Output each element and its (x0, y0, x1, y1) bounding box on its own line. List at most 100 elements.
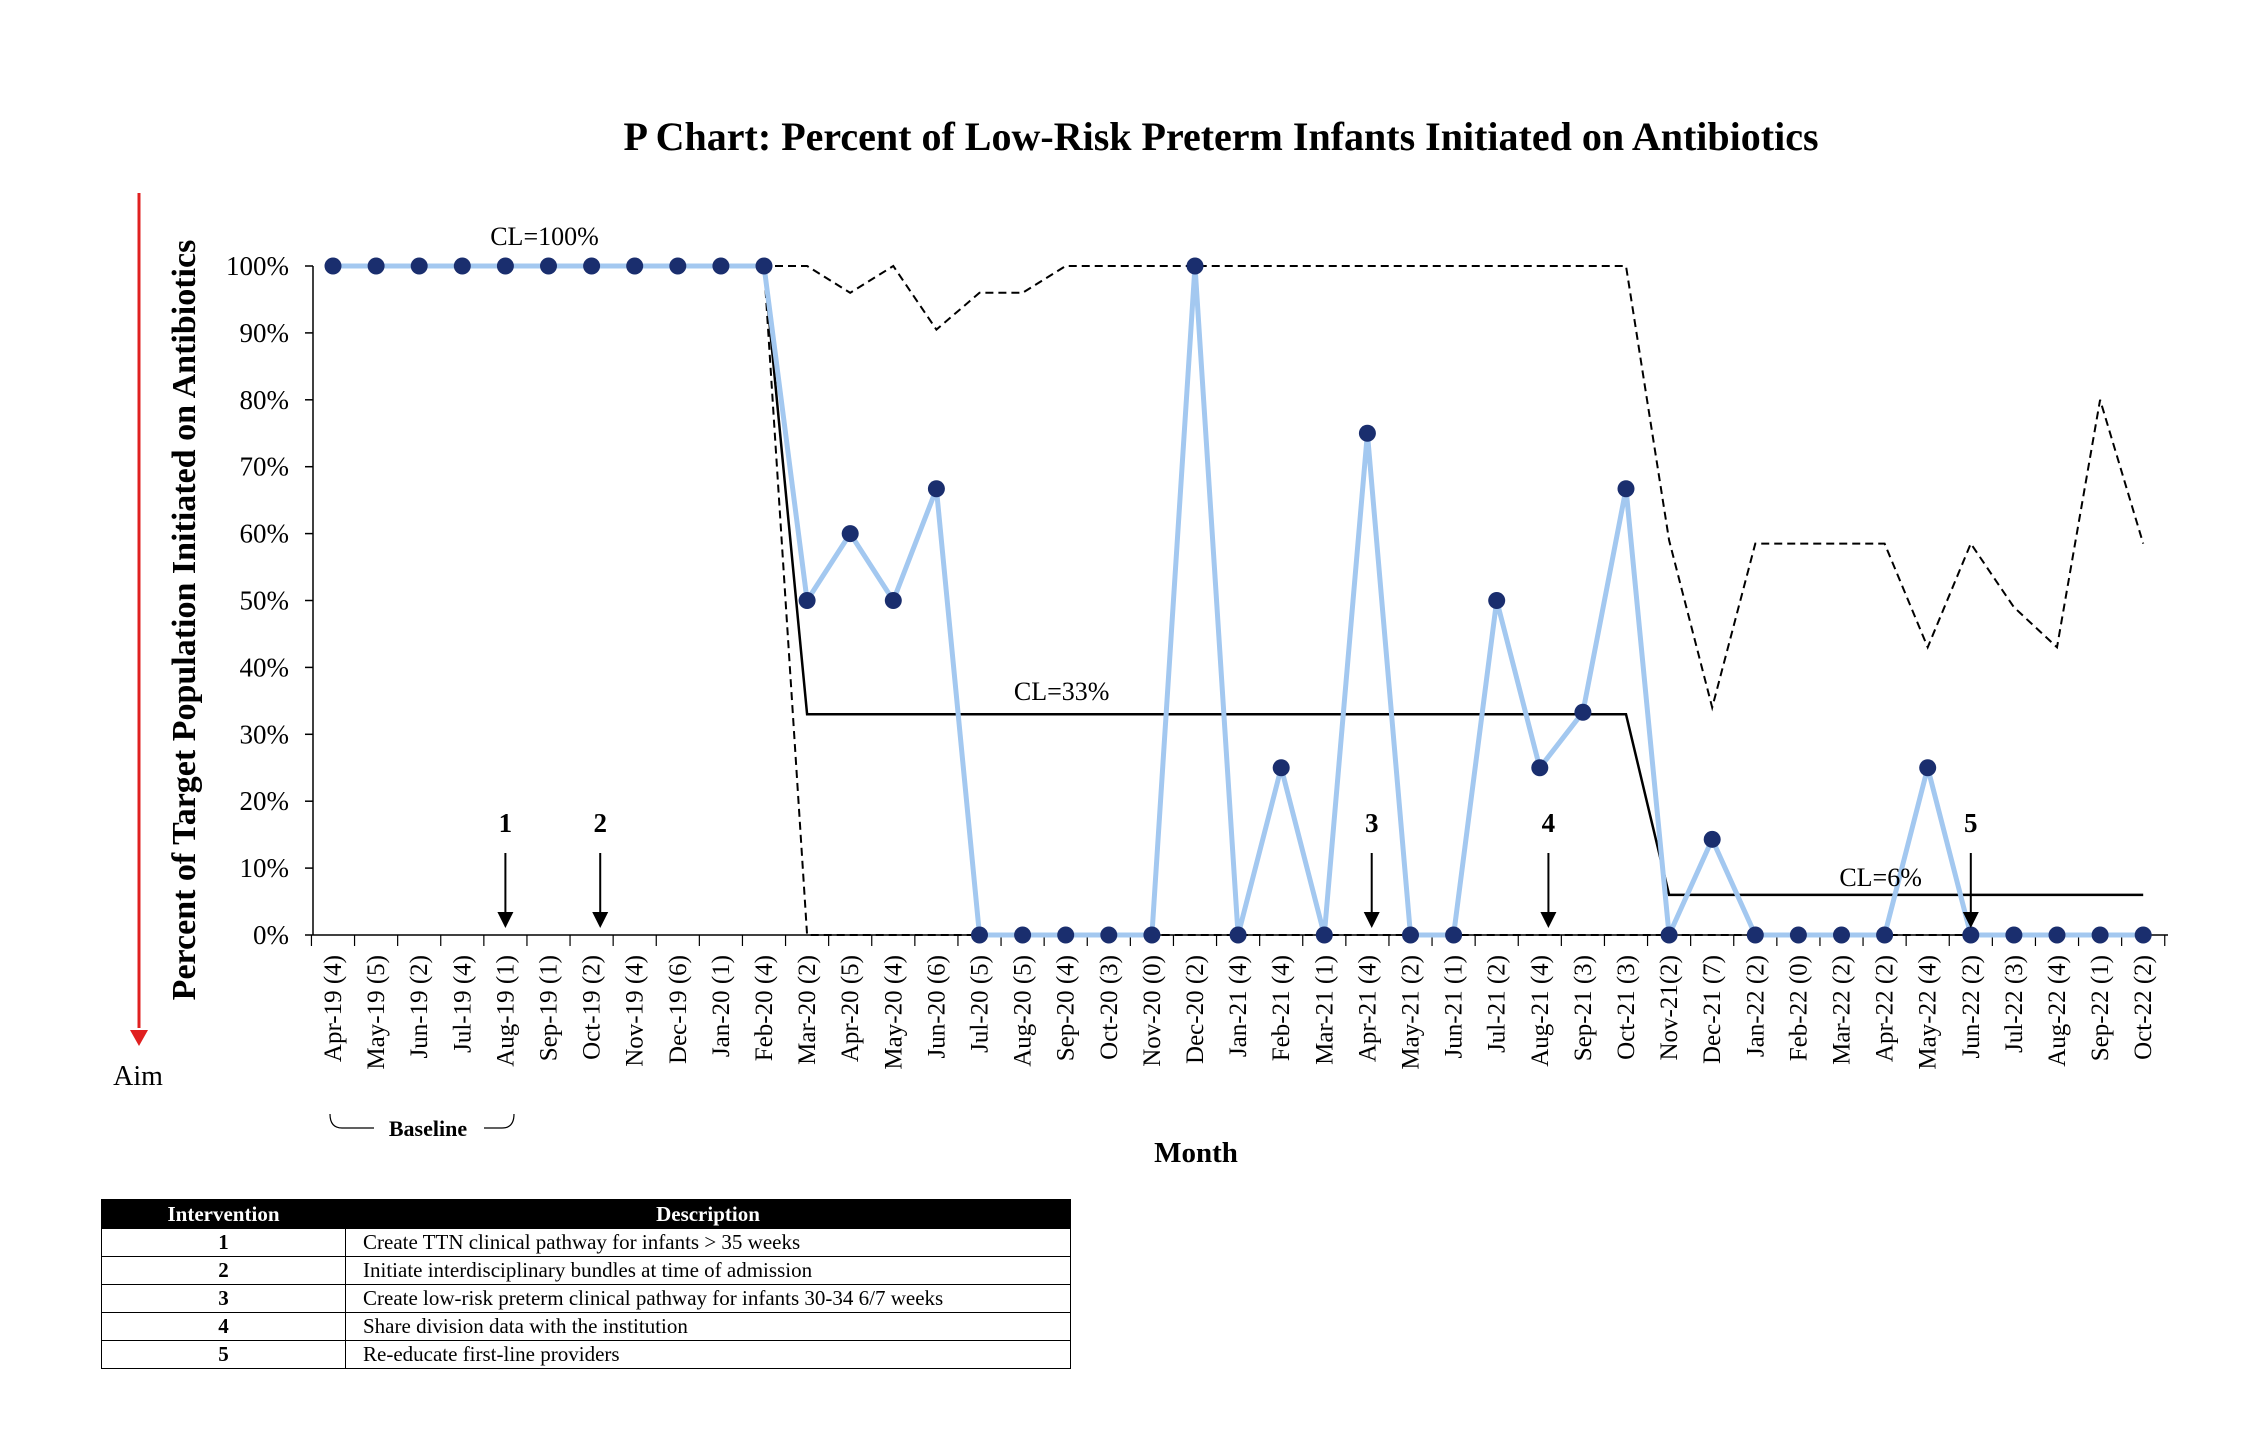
x-tick-label: Feb-20 (4) (751, 955, 778, 1061)
x-tick-label: Oct-20 (3) (1096, 955, 1123, 1060)
data-point (410, 257, 428, 275)
intervention-marker-label: 3 (1365, 808, 1379, 838)
y-tick-label: 60% (240, 519, 290, 549)
data-point (669, 257, 687, 275)
data-point (1186, 257, 1204, 275)
data-point (841, 525, 859, 543)
aim-label: Aim (113, 1061, 163, 1092)
intervention-marker-label: 5 (1964, 808, 1978, 838)
x-tick-label: Jun-22 (2) (1958, 955, 1985, 1058)
data-point (1876, 926, 1894, 944)
annotations: CL=100% CL=33% CL=6% 1 2 3 4 5 (490, 222, 1979, 928)
data-point (1531, 759, 1549, 777)
data-point (971, 926, 988, 944)
y-tick-label: 70% (240, 452, 290, 482)
y-tick-label: 20% (240, 786, 290, 816)
y-tick-label: 90% (240, 318, 290, 348)
data-point (1272, 759, 1290, 777)
intervention-arrow-head (497, 912, 514, 928)
data-point (1833, 926, 1850, 944)
center-line-label: CL=100% (490, 222, 599, 251)
data-point (453, 257, 471, 275)
y-tick-label: 10% (240, 853, 290, 883)
data-point (496, 257, 514, 275)
x-tick-label: Jul-22 (3) (2001, 955, 2028, 1053)
intervention-description: Create low-risk preterm clinical pathway… (345, 1284, 1071, 1313)
data-point (1014, 926, 1032, 944)
aim-arrow-head (130, 1030, 148, 1046)
x-tick-label: Aug-19 (1) (492, 955, 519, 1067)
data-point (1919, 759, 1937, 777)
baseline-bracket-left (329, 1113, 374, 1129)
table-row: 1 Create TTN clinical pathway for infant… (101, 1228, 1071, 1257)
center-line-label: CL=33% (1014, 677, 1110, 706)
header-intervention: Intervention (101, 1199, 346, 1229)
data-point (1488, 592, 1506, 609)
y-tick-label: 30% (240, 719, 290, 749)
data-series (324, 257, 2152, 944)
intervention-number: 5 (101, 1340, 346, 1369)
y-tick-label: 100% (226, 251, 289, 281)
data-point (712, 257, 730, 275)
data-point (1660, 926, 1678, 944)
x-tick-label: Aug-21 (4) (1527, 955, 1554, 1067)
data-point (1315, 926, 1333, 944)
intervention-description: Create TTN clinical pathway for infants … (345, 1228, 1071, 1257)
data-point (798, 592, 816, 609)
data-point (1143, 926, 1161, 944)
x-tick-label: May-19 (5) (363, 955, 390, 1070)
x-tick-label: Oct-22 (2) (2130, 955, 2157, 1060)
data-point (2048, 926, 2066, 944)
intervention-number: 1 (101, 1228, 346, 1257)
intervention-marker-label: 1 (499, 808, 513, 838)
y-tick-label: 80% (240, 385, 290, 415)
chart-title: P Chart: Percent of Low-Risk Preterm Inf… (623, 114, 1818, 159)
table-row: 4 Share division data with the instituti… (101, 1312, 1071, 1341)
data-point (2091, 926, 2109, 944)
x-tick-label: Mar-20 (2) (794, 955, 821, 1065)
x-tick-label: Apr-21 (4) (1354, 955, 1381, 1062)
data-point (1789, 926, 1807, 944)
x-tick-label: Jan-21 (4) (1225, 955, 1252, 1057)
x-tick-label: May-21 (2) (1398, 955, 1425, 1070)
x-tick-label: Sep-19 (1) (536, 955, 563, 1061)
intervention-arrow-head (1962, 912, 1979, 928)
data-point (927, 480, 945, 498)
data-point (626, 257, 644, 275)
x-tick-label: Jan-20 (1) (708, 955, 735, 1057)
data-point (1617, 480, 1635, 498)
data-point (884, 592, 902, 609)
intervention-number: 4 (101, 1312, 346, 1341)
x-tick-label: Mar-22 (2) (1829, 955, 1856, 1065)
table-row: 3 Create low-risk preterm clinical pathw… (101, 1284, 1071, 1313)
x-tick-label: Nov-20 (0) (1139, 955, 1166, 1067)
data-point (1962, 926, 1980, 944)
x-tick-label: Nov-21(2) (1656, 955, 1683, 1061)
intervention-arrow-head (1363, 912, 1380, 928)
x-tick-label: Jul-21 (2) (1484, 955, 1511, 1053)
header-description: Description (345, 1199, 1071, 1229)
data-point (2134, 926, 2152, 944)
baseline-bracket-right (484, 1113, 515, 1129)
data-point (2005, 926, 2023, 944)
data-point (1574, 703, 1592, 721)
x-tick-label: Apr-19 (4) (320, 955, 347, 1062)
baseline-label: Baseline (389, 1116, 467, 1141)
table-row: 2 Initiate interdisciplinary bundles at … (101, 1256, 1071, 1285)
y-axis-label: Percent of Target Population Initiated o… (166, 240, 203, 1001)
data-point (367, 257, 385, 275)
x-tick-label: Apr-20 (5) (837, 955, 864, 1062)
interventions-table: Intervention Description 1 Create TTN cl… (101, 1199, 1071, 1369)
data-point (324, 257, 342, 275)
x-tick-label: Feb-22 (0) (1785, 955, 1812, 1061)
intervention-arrow-head (1540, 912, 1557, 928)
y-tick-label: 40% (240, 652, 290, 682)
x-tick-label: Jan-22 (2) (1742, 955, 1769, 1057)
x-tick-label: Sep-22 (1) (2087, 955, 2114, 1061)
upper-control-limit-line (333, 264, 2145, 712)
x-axis-label: Month (1154, 1137, 1238, 1169)
x-tick-label: Nov-19 (4) (622, 955, 649, 1067)
intervention-description: Initiate interdisciplinary bundles at ti… (345, 1256, 1071, 1285)
intervention-description: Share division data with the institution (345, 1312, 1071, 1341)
x-tick-label: Dec-21 (7) (1699, 955, 1726, 1064)
